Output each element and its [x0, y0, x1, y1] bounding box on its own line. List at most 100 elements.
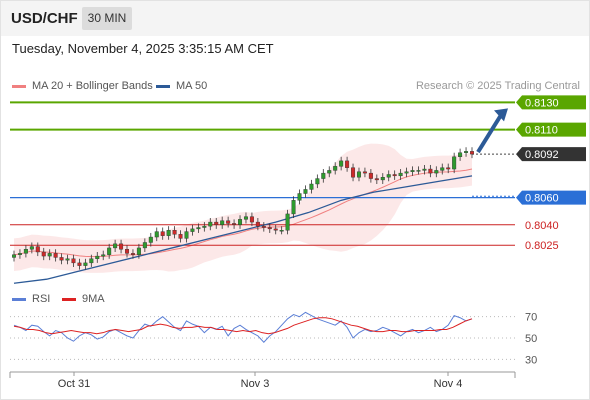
candle [160, 227, 165, 240]
candle-body [279, 230, 284, 232]
rsi-line [13, 311, 473, 344]
candle [374, 174, 379, 184]
bollinger-swatch-icon [12, 84, 26, 88]
candle [47, 249, 52, 261]
candle [202, 222, 207, 232]
candle [35, 242, 40, 257]
level-label-bg [516, 122, 586, 137]
level-label: 0.8060 [525, 193, 559, 205]
candle [65, 254, 70, 265]
x-tick-label: Nov 3 [241, 378, 270, 390]
candle [333, 162, 338, 175]
candle [172, 226, 177, 239]
timestamp: Tuesday, November 4, 2025 3:35:15 AM CET [12, 41, 274, 56]
legend-ma50: MA 50 [156, 80, 207, 92]
level-label-bg [516, 147, 586, 162]
candle [243, 212, 248, 224]
candle [83, 258, 88, 270]
candle [249, 212, 254, 227]
candle-body [362, 171, 367, 174]
candle-body [285, 213, 290, 231]
level-label: 0.8025 [525, 240, 559, 252]
candle-body [309, 183, 314, 190]
candle [214, 218, 219, 229]
candle [362, 167, 367, 178]
level-label: 0.8110 [525, 125, 558, 137]
candle-body [327, 170, 332, 174]
rsi-tick-label: 50 [525, 333, 537, 345]
candle-body [452, 156, 457, 170]
x-axis: Oct 31 Nov 3 Nov 4 [9, 371, 516, 390]
candle [41, 247, 46, 261]
level-label-bg [516, 95, 586, 110]
candle [148, 232, 153, 247]
candle-body [303, 189, 308, 194]
candle-body [464, 151, 469, 153]
candle-body [232, 223, 237, 226]
candle-body [130, 253, 135, 255]
candle-body [47, 253, 52, 257]
candle-body [214, 221, 219, 226]
candle [220, 216, 225, 229]
legend-bollinger-label: MA 20 + Bollinger Bands [32, 80, 153, 92]
candle [452, 152, 457, 174]
candle-body [53, 253, 58, 258]
candle [309, 179, 314, 194]
candle-body [255, 221, 260, 227]
symbol-title: USD/CHF [11, 10, 78, 27]
candle-body [178, 234, 183, 239]
candle-body [291, 200, 296, 215]
ma20-line [13, 168, 473, 258]
candle [392, 170, 397, 180]
candles [11, 147, 475, 270]
legend-9ma: 9MA [62, 293, 105, 305]
candle-body [196, 227, 201, 230]
forecast-arrow [476, 108, 508, 154]
candle-body [238, 219, 243, 226]
candle [464, 147, 469, 157]
candle [71, 254, 76, 267]
candle [136, 243, 141, 259]
candle [11, 250, 16, 262]
timeframe-button[interactable]: 30 MIN [82, 7, 132, 30]
candle [101, 250, 106, 261]
candle-body [434, 170, 439, 174]
candle [339, 156, 344, 171]
candle-body [380, 176, 385, 181]
candle-body [267, 227, 272, 230]
candle-body [351, 167, 356, 178]
candle [279, 226, 284, 235]
candle [368, 169, 373, 183]
candle [428, 164, 433, 178]
candle [315, 174, 320, 189]
candle [345, 156, 350, 172]
candle [130, 249, 135, 259]
legend-bollinger: MA 20 + Bollinger Bands [12, 80, 153, 92]
candle [125, 245, 130, 258]
candle-body [470, 151, 475, 155]
candle-body [297, 193, 302, 201]
candle-body [113, 243, 118, 249]
candle [261, 222, 266, 232]
candle-body [446, 167, 451, 170]
rsi-tick-label: 30 [525, 354, 537, 366]
candle [404, 167, 409, 178]
candle-body [59, 257, 64, 261]
candle-body [315, 178, 320, 185]
candle-body [249, 216, 254, 223]
candle [297, 189, 302, 205]
candle-body [261, 225, 266, 228]
candle-body [29, 246, 34, 250]
candle-body [410, 170, 415, 172]
legend-rsi: RSI [12, 293, 50, 305]
x-tick-label: Nov 4 [434, 378, 463, 390]
9ma-swatch-icon [62, 297, 76, 301]
ma50-swatch-icon [156, 84, 170, 88]
level-label: 0.8130 [525, 97, 559, 109]
bollinger-bands [13, 143, 473, 273]
candle-body [190, 228, 195, 232]
candle-body [374, 178, 379, 181]
candle-body [119, 243, 124, 250]
candle-body [148, 236, 153, 243]
